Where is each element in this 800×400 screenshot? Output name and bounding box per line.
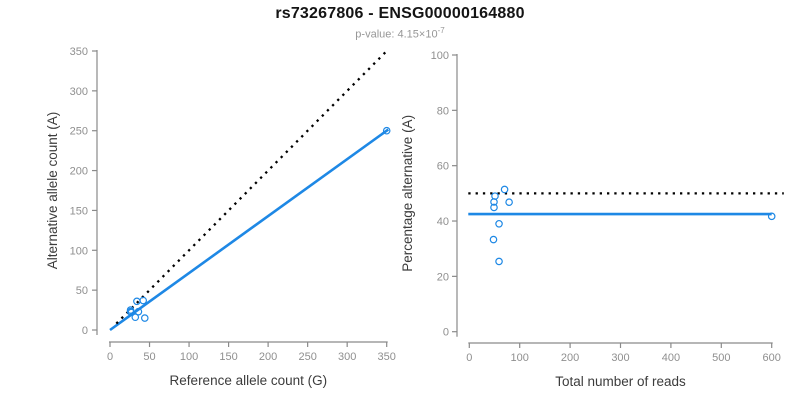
y-tick-label: 50 <box>76 285 88 297</box>
data-point <box>490 198 498 206</box>
y-tick-label: 0 <box>82 325 88 337</box>
x-tick-label: 50 <box>143 351 155 363</box>
x-axis-title: Total number of reads <box>555 374 686 389</box>
figure-subtitle: p-value: 4.15×10-7 <box>0 26 800 41</box>
x-tick-label: 400 <box>662 352 680 364</box>
x-tick-label: 0 <box>107 351 113 363</box>
data-point <box>126 307 135 316</box>
data-point <box>127 308 136 317</box>
y-tick-label: 60 <box>437 161 449 173</box>
data-point <box>490 203 498 212</box>
x-tick-label: 300 <box>611 352 629 364</box>
x-tick-label: 600 <box>763 352 781 364</box>
y-tick-label: 350 <box>70 46 88 58</box>
data-point <box>134 307 143 316</box>
data-point <box>767 212 776 221</box>
x-axis-title: Reference allele count (G) <box>170 373 328 388</box>
y-tick-label: 250 <box>70 126 88 138</box>
pvalue-exponent: -7 <box>437 26 445 35</box>
data-point <box>139 296 148 305</box>
data-point <box>500 185 509 194</box>
y-tick-label: 300 <box>70 86 88 98</box>
figure-title: rs73267806 - ENSG00000164880 <box>275 5 525 22</box>
pvalue-text: p-value: 4.15×10 <box>355 28 438 41</box>
y-tick-label: 20 <box>437 271 449 283</box>
x-tick-label: 200 <box>561 352 579 364</box>
x-tick-label: 300 <box>338 351 356 363</box>
data-point <box>140 314 149 322</box>
x-tick-label: 500 <box>712 352 730 364</box>
fitted-line <box>109 128 390 332</box>
data-point <box>495 219 503 228</box>
identity-line <box>115 48 390 325</box>
y-tick-label: 40 <box>437 216 449 228</box>
y-axis-title: Percentage alternative (A) <box>400 115 415 272</box>
data-point <box>505 198 513 207</box>
x-tick-label: 150 <box>219 351 237 363</box>
y-tick-label: 80 <box>437 105 449 117</box>
x-tick-label: 100 <box>511 352 529 364</box>
data-point <box>489 235 498 244</box>
y-tick-label: 100 <box>431 50 449 62</box>
x-tick-label: 200 <box>259 351 277 363</box>
x-tick-label: 0 <box>466 352 472 364</box>
x-tick-label: 250 <box>298 351 316 363</box>
x-tick-label: 350 <box>378 351 396 363</box>
y-tick-label: 0 <box>443 327 449 339</box>
data-point <box>495 257 503 266</box>
y-tick-label: 200 <box>70 166 88 178</box>
data-point <box>131 313 140 322</box>
y-tick-label: 150 <box>70 205 88 217</box>
data-point <box>382 126 391 135</box>
x-tick-label: 100 <box>180 351 198 363</box>
y-tick-label: 100 <box>70 245 88 257</box>
y-axis-title: Alternative allele count (A) <box>45 112 60 270</box>
